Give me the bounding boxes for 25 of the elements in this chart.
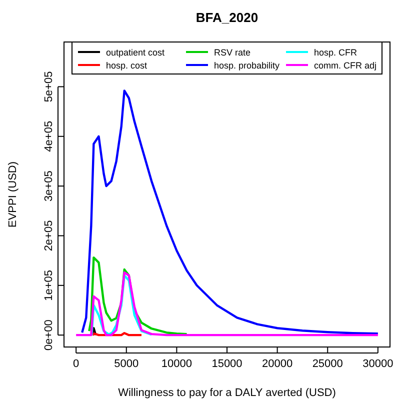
- legend-label: RSV rate: [214, 48, 251, 58]
- y-tick-label: 5e+05: [43, 71, 55, 102]
- legend-label: hosp. probability: [214, 60, 280, 70]
- line-series: [74, 271, 380, 336]
- y-tick-label: 2e+05: [43, 220, 55, 252]
- line-series: [90, 274, 153, 336]
- y-tick-label: 4e+05: [43, 120, 55, 152]
- legend-label: comm. CFR adj: [314, 60, 377, 70]
- x-axis-title: Willingness to pay for a DALY averted (USD): [118, 387, 336, 399]
- legend-label: outpatient cost: [106, 48, 166, 58]
- y-tick-label: 0e+00: [43, 320, 55, 351]
- x-tick-label: 10000: [161, 358, 192, 370]
- x-tick-label: 0: [73, 358, 80, 370]
- legend-label: hosp. CFR: [314, 48, 358, 58]
- chart-title: BFA_2020: [196, 10, 258, 25]
- y-tick-label: 1e+05: [43, 270, 55, 301]
- x-tick-label: 30000: [362, 358, 394, 370]
- x-tick-label: 20000: [262, 358, 293, 370]
- x-tick-label: 15000: [212, 358, 242, 370]
- y-axis-title: EVPPI (USD): [7, 161, 19, 228]
- x-tick-label: 5000: [114, 358, 139, 370]
- x-tick-label: 25000: [312, 358, 343, 370]
- y-tick-label: 3e+05: [43, 170, 55, 202]
- legend-label: hosp. cost: [106, 60, 148, 70]
- line-series: [81, 90, 380, 335]
